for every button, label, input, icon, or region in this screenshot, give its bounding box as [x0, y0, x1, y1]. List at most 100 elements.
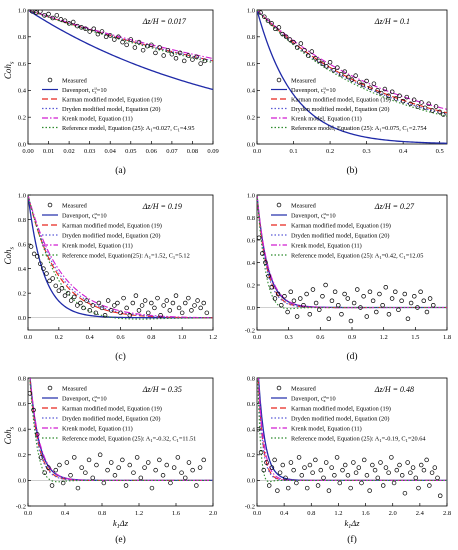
legend-sup: u — [95, 85, 98, 90]
x-tick-label: 2.0 — [209, 510, 217, 517]
data-point — [71, 294, 77, 300]
data-point — [83, 26, 88, 32]
data-point — [95, 31, 101, 37]
data-point — [79, 465, 84, 470]
legend-label-measured: Measured — [62, 77, 88, 84]
data-point — [310, 470, 315, 475]
x-tick-label: 0.0 — [253, 334, 261, 341]
y-tick-label: 0.8 — [247, 34, 255, 41]
data-point — [94, 462, 99, 468]
data-point — [429, 470, 435, 475]
data-point — [161, 303, 166, 308]
measured-points — [29, 10, 208, 66]
data-point — [294, 314, 300, 319]
data-point — [353, 470, 359, 475]
data-point — [275, 488, 280, 493]
legend-sup: u — [324, 85, 327, 90]
x-tick-label: 0.1 — [289, 148, 297, 155]
data-point — [46, 11, 51, 17]
data-point — [288, 289, 294, 295]
x-axis-label: k1Δz — [113, 518, 129, 530]
legend-ref-params2: =12.05 — [406, 252, 424, 259]
x-tick-label: 1.2 — [135, 510, 143, 517]
data-point — [421, 467, 427, 473]
data-point — [70, 19, 76, 25]
data-point — [380, 483, 386, 488]
legend-ref-params: =0.027, C — [153, 125, 178, 132]
legend-marker-measured — [276, 385, 282, 391]
annotation: Δz/H = 0.27 — [374, 202, 415, 211]
data-point — [53, 467, 58, 473]
data-point — [370, 462, 375, 468]
data-point — [140, 47, 146, 53]
y-tick-label: 0.4 — [18, 427, 27, 434]
x-tick-label: 0.06 — [146, 148, 158, 155]
data-point — [302, 465, 307, 470]
legend-label-davenport: Davenport, czu=10 — [62, 394, 107, 403]
x-tick-label: 0.04 — [105, 148, 117, 155]
data-point — [405, 316, 411, 322]
data-point — [402, 291, 408, 297]
data-point — [367, 289, 373, 295]
data-point — [47, 278, 52, 284]
annotation: Δz/H = 0.1 — [374, 17, 410, 26]
x-tick-label: 0.9 — [348, 334, 356, 341]
data-point — [355, 287, 360, 292]
y-axis-label-subscript: s — [9, 247, 16, 250]
data-point — [302, 47, 307, 53]
data-point — [316, 58, 322, 64]
data-point — [142, 465, 147, 470]
data-point — [426, 101, 431, 107]
data-point — [351, 300, 357, 306]
data-point — [433, 104, 439, 109]
legend-label-davenport: Davenport, czu=10 — [291, 211, 336, 220]
data-point — [287, 37, 293, 42]
data-point — [202, 58, 208, 64]
legend-sub: z — [95, 398, 97, 403]
data-point — [65, 290, 71, 296]
y-tick-label: 0.6 — [247, 61, 256, 68]
data-point — [399, 473, 405, 478]
data-point — [288, 460, 294, 465]
legend-ref-params2: =4.95 — [180, 125, 195, 132]
x-tick-label: 1.2 — [380, 334, 388, 341]
legend-tail: =10 — [326, 395, 336, 402]
data-point — [326, 316, 332, 322]
data-point — [431, 303, 436, 308]
legend-label-krenk: Krenk model, Equation (11) — [62, 242, 133, 249]
data-point — [400, 98, 406, 104]
data-point — [175, 455, 181, 460]
data-point — [62, 293, 68, 298]
data-point — [424, 309, 430, 315]
data-point — [84, 298, 89, 303]
series-line-reference — [257, 10, 447, 117]
data-point — [177, 50, 183, 56]
data-point — [404, 94, 410, 100]
y-tick-label: 1.0 — [247, 192, 255, 199]
series-line-reference — [28, 10, 213, 64]
data-point — [437, 109, 442, 115]
data-point — [91, 26, 97, 32]
x-tick-label: 0.0 — [24, 334, 32, 341]
data-point — [90, 303, 95, 308]
y-tick-label: 0.0 — [18, 478, 26, 485]
data-point — [152, 305, 157, 311]
data-point — [371, 81, 377, 86]
data-point — [153, 50, 158, 56]
data-point — [378, 90, 384, 96]
data-point — [136, 39, 142, 45]
series-line-davenport — [257, 195, 447, 309]
data-point — [389, 89, 395, 94]
legend-sup: u — [95, 211, 98, 216]
x-tick-label: 0.6 — [116, 334, 125, 341]
data-point — [127, 462, 132, 468]
legend-sub: z — [95, 215, 97, 220]
y-axis-label: Cohs — [3, 61, 16, 79]
data-point — [169, 51, 175, 57]
y-tick-label: 0.8 — [18, 217, 26, 224]
data-point — [294, 480, 299, 486]
data-point — [50, 276, 55, 281]
data-point — [127, 313, 132, 318]
